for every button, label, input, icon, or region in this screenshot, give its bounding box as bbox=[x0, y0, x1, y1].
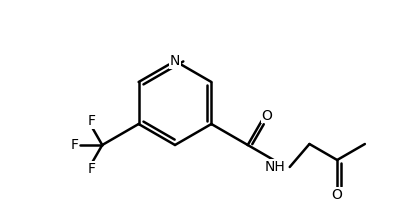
Text: N: N bbox=[169, 54, 180, 68]
Text: F: F bbox=[70, 138, 78, 152]
Text: F: F bbox=[87, 114, 95, 128]
Text: F: F bbox=[87, 162, 95, 176]
Text: O: O bbox=[261, 109, 272, 123]
Text: NH: NH bbox=[264, 160, 284, 174]
Text: O: O bbox=[331, 188, 342, 202]
